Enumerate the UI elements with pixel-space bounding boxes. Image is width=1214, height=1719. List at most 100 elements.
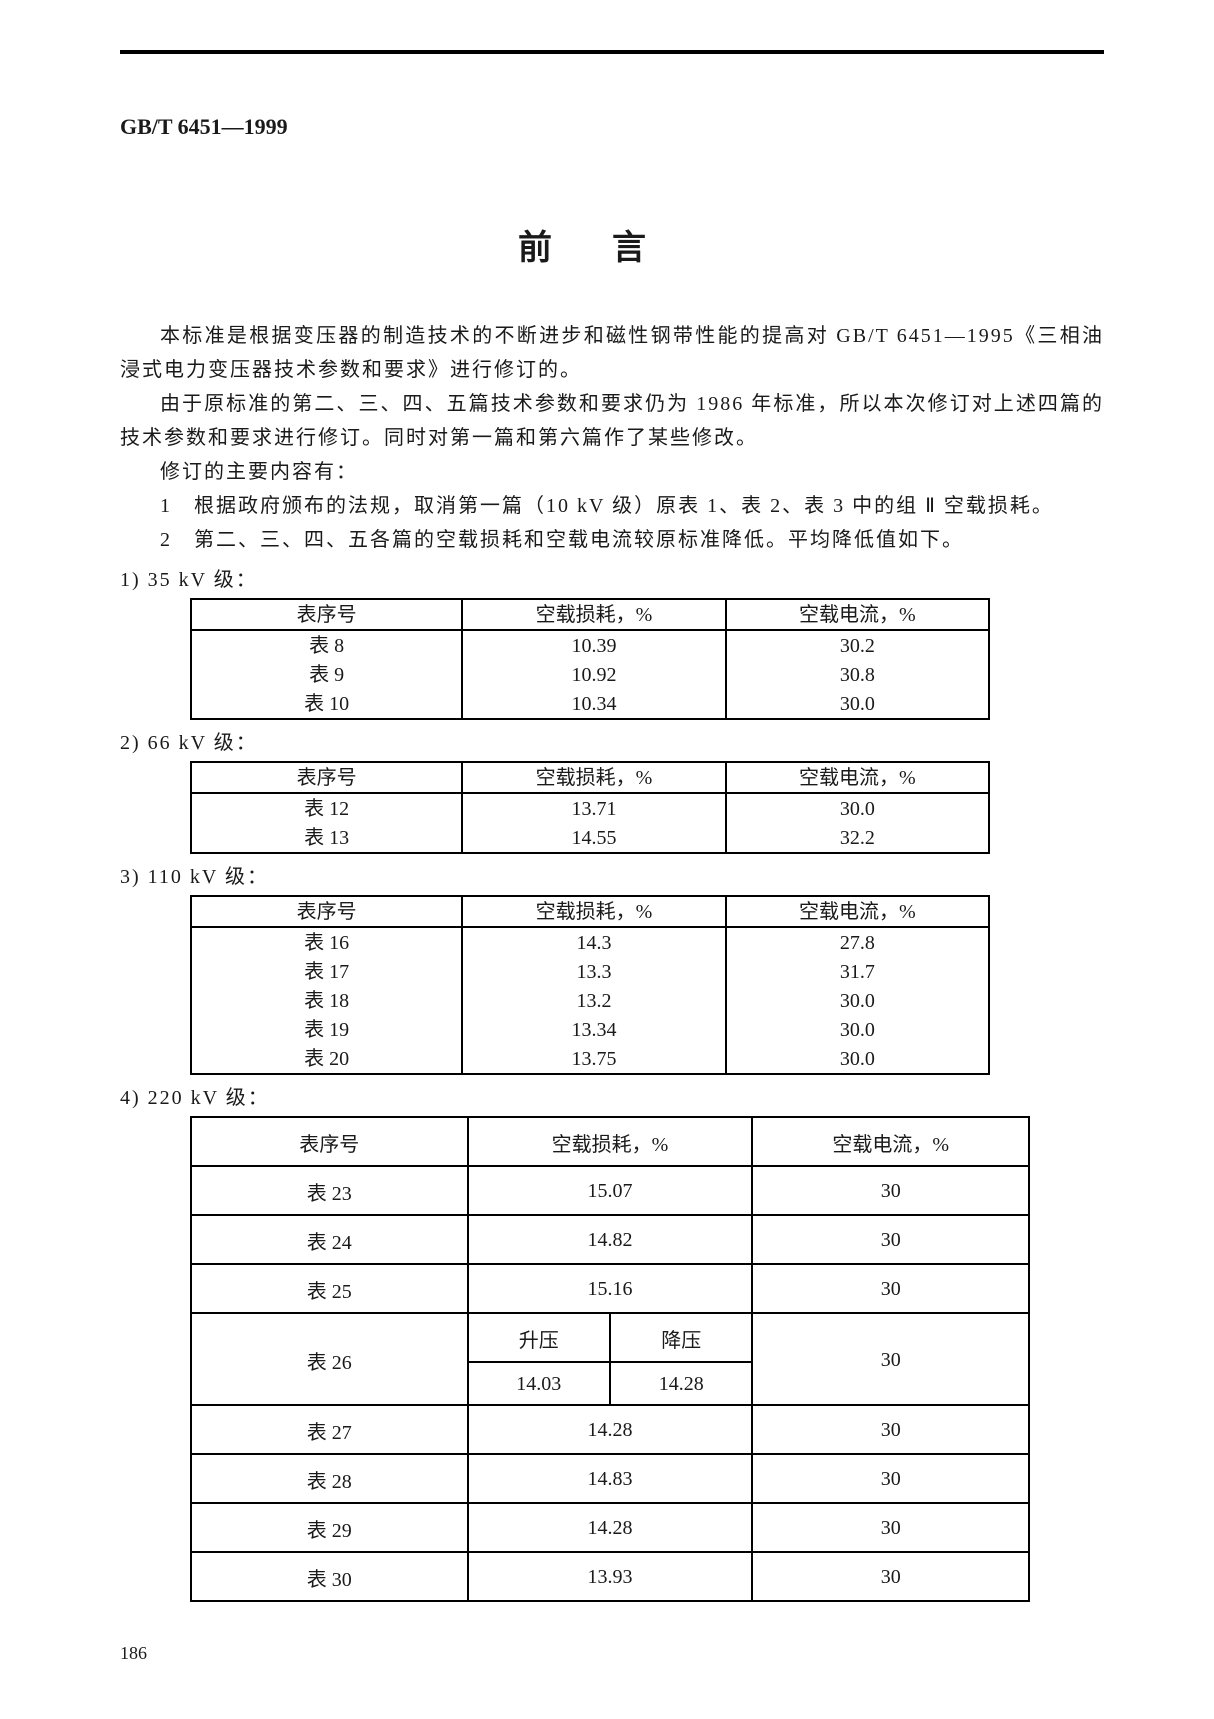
cell: 30 [752, 1405, 1029, 1454]
table-row: 表 30 13.93 30 [191, 1552, 1029, 1601]
table-row: 表 24 14.82 30 [191, 1215, 1029, 1264]
col-header: 空载损耗，% [462, 599, 725, 630]
table-row: 表 25 15.16 30 [191, 1264, 1029, 1313]
cell: 表 29 [191, 1503, 468, 1552]
cell: 表 25 [191, 1264, 468, 1313]
table-220kv: 表序号 空载损耗，% 空载电流，% 表 23 15.07 30 表 24 14.… [190, 1116, 1030, 1602]
para-intro-1: 本标准是根据变压器的制造技术的不断进步和磁性钢带性能的提高对 GB/T 6451… [120, 319, 1104, 387]
cell: 表 23 [191, 1166, 468, 1215]
item-1: 1 根据政府颁布的法规，取消第一篇（10 kV 级）原表 1、表 2、表 3 中… [120, 489, 1104, 523]
para-revision-heading: 修订的主要内容有： [120, 455, 1104, 489]
col-header: 空载损耗，% [462, 762, 725, 793]
cell: 10.39 [463, 631, 724, 660]
cell: 30 [752, 1503, 1029, 1552]
col-header: 空载电流，% [726, 896, 989, 927]
table-header-row: 表序号 空载损耗，% 空载电流，% [191, 762, 989, 793]
cell: 13.71 [463, 794, 724, 823]
cell: 表 16 [192, 928, 461, 957]
col-header: 空载电流，% [726, 762, 989, 793]
page-number: 186 [120, 1643, 147, 1664]
cell: 27.8 [727, 928, 988, 957]
table-header-row: 表序号 空载损耗，% 空载电流，% [191, 896, 989, 927]
cell: 表 9 [192, 660, 461, 689]
section-35kv: 1) 35 kV 级： [120, 563, 1104, 592]
table-row: 表 23 15.07 30 [191, 1166, 1029, 1215]
col-header: 空载损耗，% [468, 1117, 753, 1166]
cell: 30.0 [727, 1015, 988, 1044]
cell: 表 12 [192, 794, 461, 823]
cell: 13.75 [463, 1044, 724, 1073]
cell: 30 [752, 1166, 1029, 1215]
cell: 30.0 [727, 794, 988, 823]
table-35kv: 表序号 空载损耗，% 空载电流，% 表 8 表 9 表 10 10.39 10.… [190, 598, 990, 720]
cell: 13.93 [468, 1552, 753, 1601]
table-row: 表 16 表 17 表 18 表 19 表 20 14.3 13.3 13.2 … [191, 927, 989, 1074]
cell: 14.28 [610, 1362, 752, 1405]
table-row: 表 28 14.83 30 [191, 1454, 1029, 1503]
cell: 13.34 [463, 1015, 724, 1044]
table-110kv: 表序号 空载损耗，% 空载电流，% 表 16 表 17 表 18 表 19 表 … [190, 895, 990, 1075]
item-2: 2 第二、三、四、五各篇的空载损耗和空载电流较原标准降低。平均降低值如下。 [120, 523, 1104, 557]
top-rule [120, 50, 1104, 54]
col-header: 表序号 [191, 599, 462, 630]
cell: 31.7 [727, 957, 988, 986]
cell: 15.16 [468, 1264, 753, 1313]
page-title: 前言 [120, 220, 1104, 269]
col-header: 空载损耗，% [462, 896, 725, 927]
cell: 30 [752, 1454, 1029, 1503]
cell: 表 17 [192, 957, 461, 986]
cell: 14.82 [468, 1215, 753, 1264]
table-header-row: 表序号 空载损耗，% 空载电流，% [191, 599, 989, 630]
table-row: 表 8 表 9 表 10 10.39 10.92 10.34 30.2 30.8… [191, 630, 989, 719]
cell: 表 28 [191, 1454, 468, 1503]
cell: 表 27 [191, 1405, 468, 1454]
col-header: 空载电流，% [752, 1117, 1029, 1166]
cell: 表 30 [191, 1552, 468, 1601]
cell: 30 [752, 1264, 1029, 1313]
cell: 10.34 [463, 689, 724, 718]
table-row: 表 12 表 13 13.71 14.55 30.0 32.2 [191, 793, 989, 853]
cell: 降压 [610, 1313, 752, 1362]
cell: 表 19 [192, 1015, 461, 1044]
spec-id: GB/T 6451—1999 [120, 114, 1104, 140]
cell: 表 26 [191, 1313, 468, 1405]
cell: 表 20 [192, 1044, 461, 1073]
table-row: 表 29 14.28 30 [191, 1503, 1029, 1552]
cell: 14.55 [463, 823, 724, 852]
cell: 表 18 [192, 986, 461, 1015]
cell: 13.2 [463, 986, 724, 1015]
cell: 表 8 [192, 631, 461, 660]
cell: 14.83 [468, 1454, 753, 1503]
body-text: 本标准是根据变压器的制造技术的不断进步和磁性钢带性能的提高对 GB/T 6451… [120, 319, 1104, 557]
cell: 表 13 [192, 823, 461, 852]
cell: 30.8 [727, 660, 988, 689]
table-row: 表 27 14.28 30 [191, 1405, 1029, 1454]
col-header: 表序号 [191, 762, 462, 793]
cell: 30.0 [727, 1044, 988, 1073]
cell: 32.2 [727, 823, 988, 852]
cell: 30.0 [727, 689, 988, 718]
col-header: 表序号 [191, 1117, 468, 1166]
cell: 14.03 [468, 1362, 610, 1405]
cell: 30 [752, 1552, 1029, 1601]
section-66kv: 2) 66 kV 级： [120, 726, 1104, 755]
cell: 30 [752, 1215, 1029, 1264]
cell: 10.92 [463, 660, 724, 689]
cell: 15.07 [468, 1166, 753, 1215]
cell: 30.0 [727, 986, 988, 1015]
col-header: 空载电流，% [726, 599, 989, 630]
table-66kv: 表序号 空载损耗，% 空载电流，% 表 12 表 13 13.71 14.55 … [190, 761, 990, 854]
table-header-row: 表序号 空载损耗，% 空载电流，% [191, 1117, 1029, 1166]
section-220kv: 4) 220 kV 级： [120, 1081, 1104, 1110]
table-row: 表 26 升压 降压 30 [191, 1313, 1029, 1362]
cell: 14.28 [468, 1503, 753, 1552]
section-110kv: 3) 110 kV 级： [120, 860, 1104, 889]
cell: 表 10 [192, 689, 461, 718]
col-header: 表序号 [191, 896, 462, 927]
para-intro-2: 由于原标准的第二、三、四、五篇技术参数和要求仍为 1986 年标准，所以本次修订… [120, 387, 1104, 455]
cell: 升压 [468, 1313, 610, 1362]
cell: 13.3 [463, 957, 724, 986]
cell: 30.2 [727, 631, 988, 660]
cell: 14.3 [463, 928, 724, 957]
cell: 30 [752, 1313, 1029, 1405]
